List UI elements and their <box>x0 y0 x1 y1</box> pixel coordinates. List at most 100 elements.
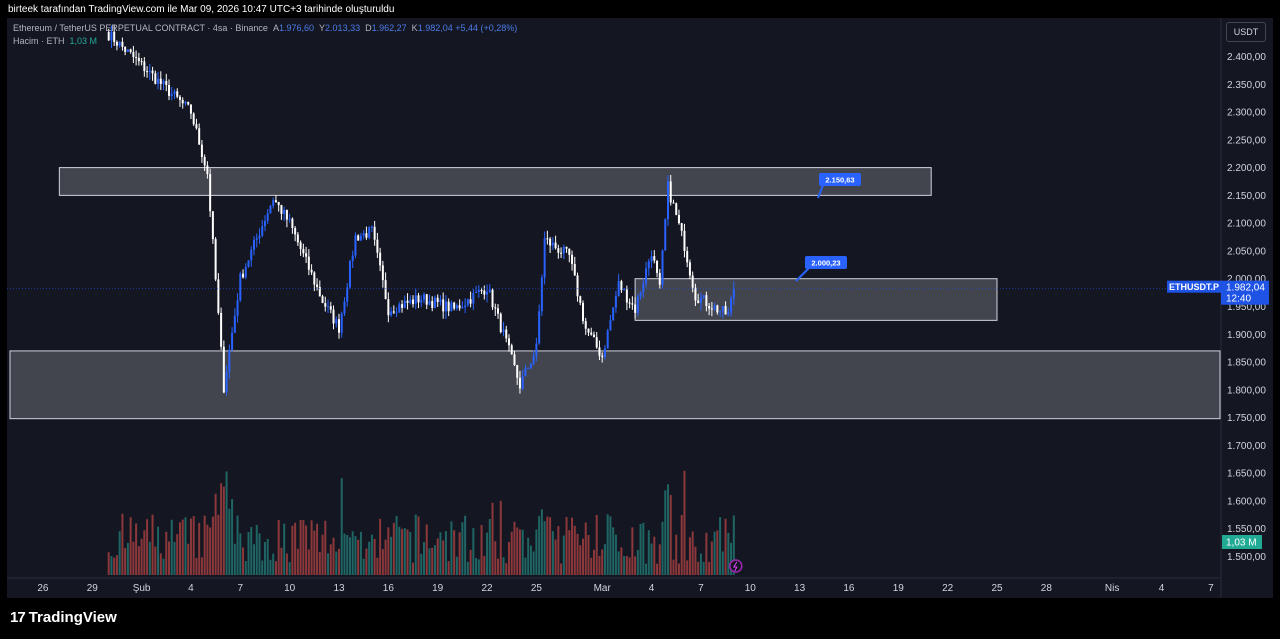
candle <box>486 291 489 295</box>
volume-bar <box>546 516 549 575</box>
candle <box>579 296 582 303</box>
volume-bar <box>688 537 691 575</box>
candle <box>327 306 330 308</box>
candle <box>595 337 598 348</box>
candle <box>209 174 212 212</box>
volume-bar <box>387 527 390 575</box>
volume-bar <box>231 499 234 575</box>
volume-bar <box>721 551 724 575</box>
candle <box>620 281 623 291</box>
time-tick-label: 7 <box>1208 583 1214 594</box>
candle <box>562 246 565 254</box>
price-tick-label: 2.100,00 <box>1227 219 1266 230</box>
currency-button[interactable]: USDT <box>1226 22 1266 42</box>
candle <box>384 280 387 300</box>
volume-bar <box>176 534 179 575</box>
volume-bar <box>239 533 242 575</box>
volume-bar <box>354 535 357 575</box>
candle <box>708 306 711 309</box>
candle <box>513 354 516 366</box>
volume-bar <box>247 532 250 575</box>
volume-bar <box>148 541 151 575</box>
candle <box>505 329 508 339</box>
low-label: D <box>365 23 372 33</box>
volume-bar <box>192 516 195 575</box>
candle <box>694 287 697 301</box>
range-callout-label: 2.000,23 <box>811 259 840 268</box>
time-tick-label: 16 <box>843 583 855 594</box>
volume-bar <box>458 532 461 575</box>
resistance-callout-label: 2.150,63 <box>825 176 854 185</box>
chart-area[interactable]: 2.150,63 2.000,23 2.400,00 2.350,00 2.300,00… <box>7 18 1273 598</box>
volume-bar <box>598 555 601 575</box>
time-tick-label: Nis <box>1105 583 1119 594</box>
candle <box>535 343 538 356</box>
volume-bar <box>444 531 447 575</box>
candle <box>313 272 316 285</box>
candle <box>576 275 579 297</box>
candle <box>376 239 379 253</box>
volume-bar <box>664 490 667 575</box>
price-tick-label: 1.900,00 <box>1227 330 1266 341</box>
candle <box>603 348 606 358</box>
volume-bar <box>200 557 203 575</box>
volume-bar <box>253 544 256 575</box>
candle <box>702 295 705 298</box>
candle <box>669 181 672 203</box>
candle <box>189 104 192 114</box>
volume-bar <box>439 532 442 575</box>
price-tick-label: 2.400,00 <box>1227 52 1266 63</box>
candle <box>354 235 357 256</box>
resistance-callout-box <box>819 173 861 186</box>
time-tick-label: 4 <box>188 583 194 594</box>
volume-bar <box>584 522 587 575</box>
candle <box>480 289 483 291</box>
candle <box>612 307 615 321</box>
candle <box>472 292 475 304</box>
volume-bar <box>480 524 483 575</box>
candle <box>549 238 552 246</box>
volume-bar <box>675 534 678 575</box>
candle <box>699 297 702 304</box>
countdown-label: 12:40 <box>1226 294 1251 305</box>
tradingview-logo-icon: 17 <box>10 609 26 626</box>
last-price-label: 1.982,04 <box>1226 283 1265 294</box>
time-tick-label: 4 <box>649 583 655 594</box>
candle <box>650 256 653 262</box>
candle <box>198 128 201 145</box>
volume-bar <box>151 514 154 575</box>
volume-bar <box>683 470 686 575</box>
volume-bar <box>529 545 532 575</box>
price-tick-label: 1.500,00 <box>1227 552 1266 563</box>
candle <box>187 101 190 105</box>
candle <box>359 235 362 241</box>
tradingview-logo[interactable]: 17 TradingView <box>10 609 117 626</box>
candle <box>488 289 491 292</box>
candle <box>625 289 628 303</box>
volume-bar <box>680 515 683 575</box>
zone-current-range <box>634 278 998 321</box>
candle <box>115 42 118 46</box>
zones-layer <box>9 167 1221 420</box>
volume-bar <box>129 517 132 575</box>
candle <box>401 304 404 308</box>
volume-bar <box>442 540 445 575</box>
candle <box>332 309 335 324</box>
volume-bar <box>491 502 494 575</box>
candle <box>587 328 590 333</box>
price-chart[interactable]: 2.150,63 2.000,23 2.400,00 2.350,00 2.300,00… <box>7 18 1273 598</box>
time-tick-label: 19 <box>432 583 444 594</box>
candle <box>713 305 716 310</box>
candle <box>135 57 138 59</box>
candle <box>343 301 346 314</box>
open-label: A <box>272 23 279 33</box>
volume-bar <box>625 556 628 575</box>
volume-bar <box>612 527 615 575</box>
volume-bar <box>724 518 727 575</box>
candle <box>231 332 234 351</box>
volume-bar <box>195 557 198 575</box>
volume-bar <box>502 557 505 575</box>
volume-bar <box>173 541 176 575</box>
range-callout-box <box>805 256 847 269</box>
volume-bar <box>143 530 146 575</box>
